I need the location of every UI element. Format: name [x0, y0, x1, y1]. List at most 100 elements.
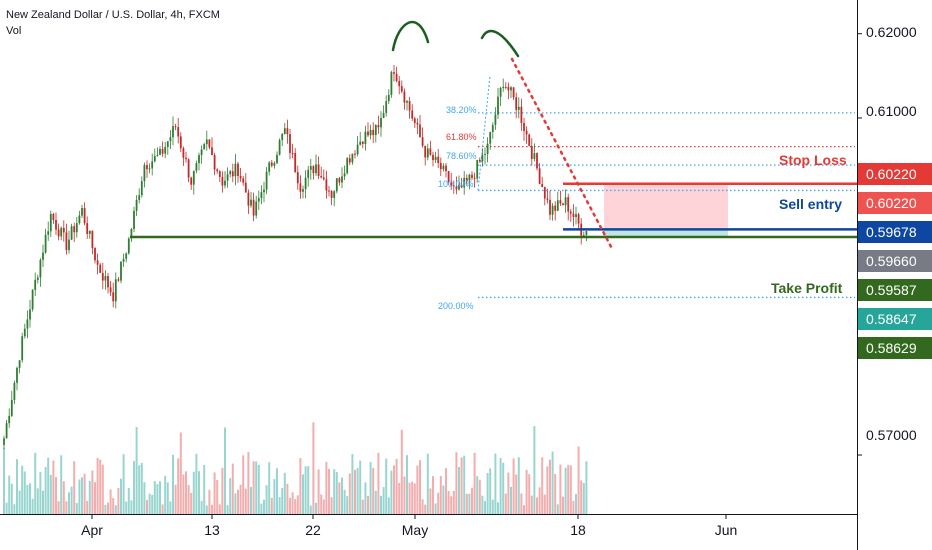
volume-bar — [348, 473, 351, 514]
candle-body — [525, 130, 528, 135]
candle-body — [96, 260, 99, 265]
volume-bar — [343, 489, 346, 514]
volume-bar — [224, 427, 226, 514]
volume-bar — [216, 479, 219, 514]
candle-body — [354, 153, 356, 155]
candle-body — [5, 423, 8, 439]
candle-body — [291, 152, 294, 154]
candle-body — [86, 223, 89, 234]
volume-bar — [421, 499, 424, 514]
candle-body — [138, 195, 141, 200]
candle-body — [471, 174, 473, 178]
volume-bar — [75, 503, 78, 514]
volume-bar — [83, 473, 86, 514]
candle-body — [549, 199, 551, 215]
candle-body — [400, 86, 403, 92]
volume-bar — [395, 458, 398, 514]
candle-body — [213, 155, 216, 170]
volume-indicator-label[interactable]: Vol — [6, 25, 22, 37]
volume-bar — [302, 474, 304, 514]
volume-bar — [174, 484, 177, 514]
candle-body — [497, 96, 499, 115]
candle-body — [359, 141, 362, 145]
candle-body — [34, 279, 37, 290]
volume-bar — [127, 487, 130, 514]
volume-bar — [114, 505, 117, 514]
volume-bar — [530, 495, 533, 514]
volume-bar — [190, 492, 193, 514]
volume-bar — [148, 493, 151, 514]
candle-body — [112, 292, 115, 302]
volume-bar — [268, 462, 271, 514]
candle-body — [346, 158, 349, 174]
candle-body — [159, 148, 161, 156]
candle-body — [156, 155, 159, 157]
candle-body — [190, 177, 193, 185]
symbol-title: New Zealand Dollar / U.S. Dollar, 4h, FX… — [6, 9, 220, 21]
candle-body — [104, 276, 107, 281]
candle-body — [247, 192, 250, 206]
candles — [3, 64, 588, 450]
volume-bar — [151, 494, 154, 514]
volume-bar — [211, 504, 213, 514]
volume-bar — [156, 484, 159, 514]
candle-body — [18, 360, 21, 368]
volume-bar — [125, 501, 128, 514]
volume-bar — [229, 478, 232, 514]
volume-bar — [549, 459, 551, 514]
candle-body — [499, 87, 502, 97]
volume-bar — [13, 504, 16, 514]
volume-bar — [29, 483, 31, 514]
volume-bar — [364, 482, 367, 514]
candle-body — [187, 159, 190, 178]
candle-body — [351, 153, 354, 163]
volume-bar — [52, 460, 55, 514]
candle-body — [465, 177, 468, 181]
volume-bar — [3, 447, 5, 514]
volume-bar — [68, 492, 70, 514]
volume-bar — [434, 503, 437, 514]
volume-bar — [484, 501, 486, 514]
candle-body — [146, 165, 148, 170]
candle-body — [16, 367, 18, 383]
volume-bar — [296, 495, 299, 514]
volume-bar — [569, 465, 572, 514]
volume-bar — [559, 464, 562, 514]
volume-bar — [153, 481, 156, 514]
fib-label-78: 78.60% — [446, 151, 477, 161]
candle-body — [252, 199, 255, 216]
volume-bar — [419, 460, 421, 514]
volume-bar — [239, 484, 242, 514]
volume-bar — [55, 477, 57, 514]
candle-body — [286, 128, 289, 135]
volume-bar — [205, 505, 208, 514]
volume-bar — [447, 491, 450, 514]
volume-bar — [390, 470, 393, 514]
volume-bar — [582, 482, 585, 514]
candle-body — [3, 438, 5, 446]
volume-bar — [109, 489, 112, 514]
volume-bar — [294, 499, 297, 514]
volume-bar — [81, 477, 83, 514]
volume-bar — [161, 504, 164, 514]
candle-body — [551, 205, 554, 215]
candle-body — [109, 287, 112, 293]
candle-body — [512, 87, 515, 98]
volume-bar — [62, 481, 65, 514]
volume-bar — [169, 501, 172, 514]
candle-body — [289, 134, 291, 153]
candle-body — [450, 182, 453, 186]
volume-bar — [499, 458, 502, 514]
candle-body — [166, 141, 169, 147]
candle-body — [445, 165, 447, 172]
volume-bar — [465, 493, 468, 514]
volume-bar — [382, 487, 385, 514]
candle-body — [242, 178, 245, 183]
candle-body — [195, 163, 198, 171]
volume-bar — [543, 494, 546, 514]
candle-body — [143, 165, 146, 182]
volume-bar — [203, 464, 206, 514]
volume-bar — [468, 493, 471, 514]
